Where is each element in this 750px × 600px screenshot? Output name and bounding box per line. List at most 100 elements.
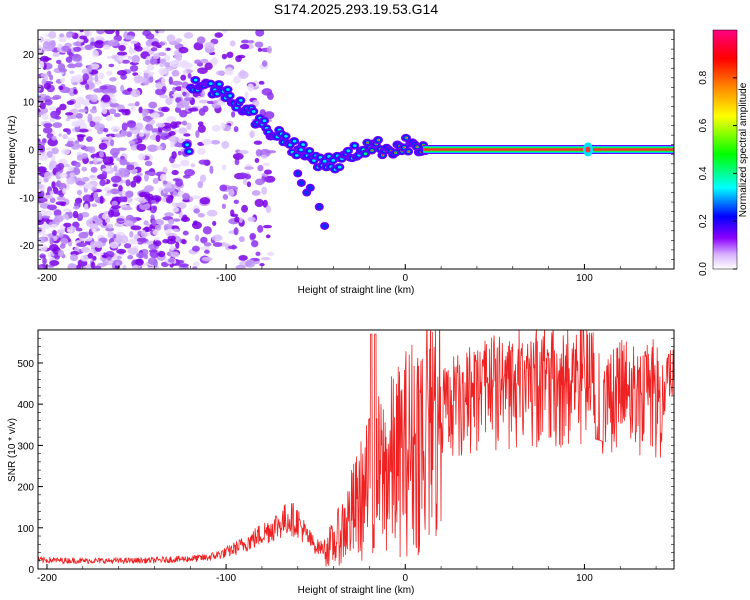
spectrogram-noise-dot — [94, 252, 104, 256]
spectrogram-noise-dot — [152, 229, 159, 236]
spectrogram-noise-dot — [156, 145, 163, 150]
spectrogram-noise-dot — [38, 227, 43, 233]
spectrogram-noise-dot — [165, 196, 173, 204]
spectrogram-noise-dot — [120, 172, 130, 178]
spectrogram-noise-dot — [77, 108, 88, 113]
spectrogram-noise-dot — [200, 236, 208, 244]
spectrogram-noise-dot — [220, 122, 226, 130]
spectrogram-noise-dot — [172, 93, 182, 98]
spectrogram-noise-dot — [154, 224, 162, 231]
spectrogram-noise-dot — [134, 45, 143, 52]
ridge-blob-hot — [415, 146, 418, 148]
spectrogram-noise-dot — [90, 94, 99, 103]
spectrogram-noise-dot — [192, 220, 198, 226]
spectrogram-noise-dot — [52, 235, 58, 242]
spectrogram-noise-dot — [99, 179, 106, 187]
spectrogram-noise-dot — [161, 77, 166, 84]
spectrogram-noise-dot — [210, 139, 221, 145]
spectrogram-noise-dot — [171, 69, 180, 77]
ridge-blob-core — [239, 98, 243, 102]
spectrogram-noise-dot — [178, 127, 188, 135]
ridge-branch-core — [295, 171, 301, 176]
spectrogram-noise-dot — [138, 191, 148, 198]
spectrogram-noise-dot — [58, 67, 67, 73]
spectrogram-noise-dot — [143, 69, 151, 74]
ridge-blob-core — [294, 154, 299, 157]
spectrogram-noise-dot — [48, 31, 57, 39]
spectrogram-noise-dot — [61, 148, 71, 156]
spectrogram-noise-dot — [188, 107, 199, 112]
spectrogram-noise-dot — [38, 212, 43, 219]
colorbar-tick-label: 0.2 — [698, 214, 709, 228]
spectrogram-noise-dot — [261, 60, 268, 67]
spectrogram-noise-dot — [136, 252, 146, 259]
spectrogram-noise-dot — [254, 41, 264, 48]
spectrogram-noise-dot — [197, 148, 206, 155]
spectrogram-y-tick-label: -10 — [20, 193, 35, 204]
spectrogram-noise-dot — [158, 30, 165, 34]
spectrogram-noise-dot — [75, 96, 86, 105]
spectrogram-noise-dot — [221, 164, 227, 171]
spectrogram-noise-dot — [38, 219, 44, 226]
spectrogram-noise-dot — [183, 32, 194, 39]
spectrogram-noise-dot — [209, 165, 214, 174]
spectrogram-noise-dot — [48, 40, 56, 49]
spectrogram-noise-dot — [49, 243, 59, 252]
spectrogram-noise-dot — [38, 111, 44, 116]
spectrogram-noise-dot — [244, 91, 249, 100]
snr-x-tick-label: -100 — [216, 573, 236, 584]
spectrogram-noise-dot — [64, 143, 75, 147]
ridge-blob-hot — [404, 136, 408, 139]
spectrogram-noise-dot — [104, 30, 115, 35]
spectrogram-noise-dot — [150, 112, 160, 119]
spectrogram-noise-dot — [52, 52, 60, 57]
spectrogram-noise-dot — [200, 246, 211, 251]
spectrogram-noise-dot — [206, 209, 218, 217]
spectrogram-noise-dot — [71, 54, 82, 62]
spectrogram-noise-dot — [163, 223, 171, 229]
spectrogram-noise-dot — [38, 145, 45, 150]
spectrogram-noise-dot — [76, 242, 88, 248]
spectrogram-noise-dot — [44, 210, 53, 217]
spectrogram-noise-dot — [79, 30, 84, 33]
spectrogram-noise-dot — [57, 162, 65, 170]
spectrogram-noise-dot — [129, 231, 134, 238]
spectrogram-noise-dot — [58, 85, 64, 91]
spectrogram-noise-dot — [266, 45, 273, 54]
spectrogram-noise-dot — [229, 40, 236, 47]
spectrogram-noise-dot — [38, 166, 47, 173]
spectrogram-noise-dot — [121, 122, 128, 131]
spectrogram-noise-dot — [144, 124, 154, 131]
spectrogram-ridge — [181, 76, 674, 230]
spectrogram-noise-dot — [171, 169, 179, 176]
ridge-blob-core — [352, 144, 357, 148]
spectrogram-noise-dot — [156, 58, 161, 64]
figure-title: S174.2025.293.19.53.G14 — [274, 1, 438, 17]
spectrogram-noise-dot — [60, 77, 66, 83]
spectrogram-noise-dot — [113, 112, 121, 118]
spectrogram-noise-dot — [61, 45, 70, 52]
spectrogram-noise-dot — [233, 126, 239, 133]
spectrogram-noise-dot — [65, 112, 74, 116]
spectrogram-noise-dot — [49, 260, 60, 266]
spectrogram-noise-dot — [243, 177, 248, 186]
spectrogram-noise-dot — [144, 160, 153, 167]
colorbar-gradient — [712, 29, 738, 270]
spectrogram-noise-dot — [106, 256, 112, 261]
spectrogram-noise-dot — [101, 171, 108, 178]
spectrogram-noise-dot — [157, 52, 167, 57]
spectrogram-noise-dot — [73, 74, 84, 83]
spectrogram-noise-dot — [176, 55, 182, 62]
spectrogram-noise-dot — [116, 157, 121, 161]
spectrogram-noise-dot — [95, 40, 104, 45]
spectrogram-noise-dot — [65, 56, 73, 63]
spectrogram-noise-dot — [157, 250, 166, 258]
spectrogram-noise-dot — [41, 78, 46, 86]
spectrogram-noise-dot — [251, 190, 261, 196]
carrier-blip-core — [585, 146, 591, 153]
spectrogram-noise-dot — [116, 218, 125, 222]
spectrogram-noise-dot — [110, 125, 121, 133]
spectrogram-noise-dot — [55, 201, 67, 206]
